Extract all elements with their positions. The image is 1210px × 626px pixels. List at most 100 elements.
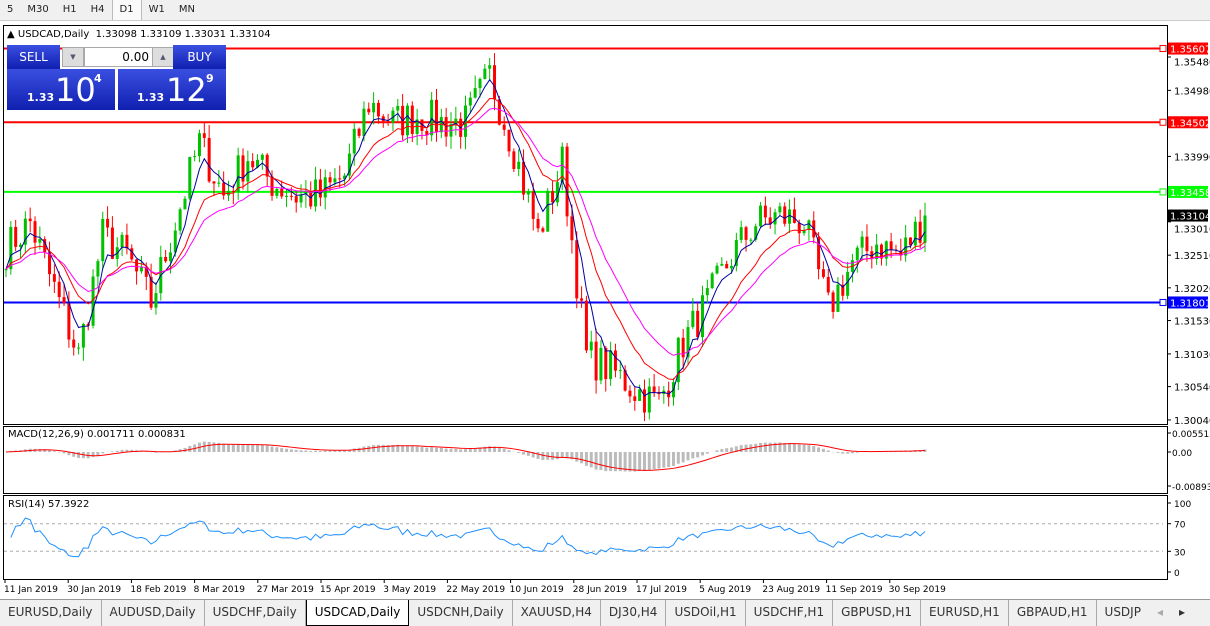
- chart-tab[interactable]: USDCHF,H1: [746, 600, 833, 626]
- date-tick-label: 5 Aug 2019: [699, 585, 751, 595]
- macd-histogram-bar: [696, 452, 699, 457]
- rsi-tick-label: 0: [1174, 569, 1180, 579]
- tab-scroll-right-icon[interactable]: ▸: [1171, 600, 1193, 626]
- candle-body: [628, 391, 631, 397]
- sell-price[interactable]: 1.33 10 4: [7, 69, 115, 110]
- volume-input[interactable]: 0.00: [84, 47, 153, 67]
- macd-histogram-bar: [677, 452, 680, 464]
- macd-histogram-bar: [672, 452, 675, 466]
- macd-histogram-bar: [551, 452, 554, 460]
- candle-body: [638, 389, 641, 401]
- macd-histogram-bar: [836, 452, 839, 453]
- chart-tab[interactable]: GBPAUD,H1: [1009, 600, 1097, 626]
- chart-tab[interactable]: EURUSD,Daily: [0, 600, 102, 626]
- macd-histogram-bar: [300, 450, 303, 452]
- candle-body: [154, 293, 157, 308]
- chart-tab[interactable]: XAUUSD,H4: [513, 600, 601, 626]
- candle-body: [740, 227, 743, 240]
- macd-histogram-bar: [256, 445, 259, 452]
- current-price-label: 1.33104: [1170, 212, 1210, 223]
- macd-histogram-bar: [372, 445, 375, 452]
- price-line-label: 1.34502: [1170, 118, 1210, 129]
- candle-body: [488, 65, 491, 68]
- chart-tab[interactable]: AUDUSD,Daily: [102, 600, 205, 626]
- chart-tab[interactable]: USDOil,H1: [666, 600, 745, 626]
- candle-body: [372, 103, 375, 112]
- rsi-tick-label: 100: [1174, 500, 1191, 510]
- candle-body: [846, 272, 849, 296]
- macd-histogram-bar: [232, 445, 235, 452]
- macd-histogram-bar: [585, 452, 588, 466]
- chart-tab[interactable]: DJ30,H4: [601, 600, 667, 626]
- macd-histogram-bar: [464, 449, 467, 452]
- macd-histogram-bar: [449, 449, 452, 452]
- line-handle: [1160, 189, 1166, 195]
- price-tick-label: 1.33010: [1174, 225, 1210, 236]
- macd-histogram-bar: [657, 452, 660, 469]
- volume-up-button[interactable]: ▲: [152, 47, 174, 67]
- macd-histogram-bar: [537, 452, 540, 459]
- candle-body: [251, 161, 254, 167]
- date-tick-label: 27 Mar 2019: [257, 585, 314, 595]
- macd-histogram-bar: [92, 452, 95, 457]
- macd-histogram-bar: [416, 446, 419, 452]
- date-tick-label: 11 Sep 2019: [826, 585, 883, 595]
- candle-body: [164, 257, 167, 261]
- candle-body: [778, 206, 781, 212]
- symbol-info: ▲ USDCAD,Daily 1.33098 1.33109 1.33031 1…: [7, 29, 271, 40]
- macd-histogram-bar: [740, 445, 743, 452]
- macd-histogram-bar: [624, 452, 627, 471]
- one-click-trading-panel: SELL ▼ 0.00 ▲ BUY 1.33 10 4 1.33 12 9: [7, 45, 226, 110]
- macd-histogram-bar: [764, 443, 767, 452]
- chart-tab[interactable]: USDJP: [1097, 600, 1149, 626]
- macd-histogram-bar: [290, 449, 293, 452]
- macd-histogram-bar: [309, 451, 312, 452]
- candle-body: [551, 191, 554, 202]
- candle-body: [309, 191, 312, 206]
- macd-histogram-bar: [237, 444, 240, 452]
- macd-histogram-bar: [730, 447, 733, 452]
- volume-down-button[interactable]: ▼: [62, 47, 84, 67]
- candle-body: [836, 285, 839, 312]
- candle-body: [266, 155, 269, 177]
- candle-body: [691, 311, 694, 327]
- chart-tab[interactable]: USDCNH,Daily: [409, 600, 512, 626]
- candle-body: [914, 222, 917, 246]
- macd-histogram-bar: [63, 452, 66, 453]
- chart-tab[interactable]: EURUSD,H1: [921, 600, 1009, 626]
- macd-histogram-bar: [798, 444, 801, 452]
- candle-body: [5, 269, 8, 270]
- candle-body: [198, 133, 201, 156]
- macd-histogram-bar: [716, 450, 719, 452]
- macd-histogram-bar: [329, 451, 332, 452]
- macd-histogram-bar: [96, 452, 99, 456]
- candle-body: [58, 282, 61, 297]
- macd-histogram-bar: [575, 452, 578, 462]
- chart-tab[interactable]: GBPUSD,H1: [833, 600, 921, 626]
- macd-histogram-bar: [382, 445, 385, 452]
- candle-body: [271, 177, 274, 196]
- chart-tabs: EURUSD,Daily AUDUSD,Daily USDCHF,Daily U…: [0, 599, 1210, 626]
- date-tick-label: 22 May 2019: [446, 585, 505, 595]
- macd-histogram-bar: [628, 452, 631, 472]
- macd-histogram-bar: [261, 445, 264, 452]
- candle-body: [924, 216, 927, 243]
- chart-tab[interactable]: USDCHF,Daily: [205, 600, 306, 626]
- candle-body: [827, 277, 830, 293]
- candle-body: [290, 196, 293, 197]
- candle-body: [619, 370, 622, 371]
- candle-body: [759, 206, 762, 227]
- candle-body: [67, 303, 70, 339]
- macd-histogram-bar: [788, 443, 791, 452]
- macd-histogram-bar: [720, 449, 723, 452]
- macd-histogram-bar: [454, 449, 457, 452]
- sell-button[interactable]: SELL: [7, 45, 60, 69]
- candle-body: [493, 65, 496, 99]
- candle-body: [774, 212, 777, 224]
- candle-body: [861, 237, 864, 248]
- chart-tab-active[interactable]: USDCAD,Daily: [306, 600, 410, 626]
- tab-scroll-left-icon[interactable]: ◂: [1149, 600, 1171, 626]
- buy-button-label[interactable]: BUY: [173, 45, 226, 69]
- macd-histogram-bar: [846, 452, 849, 454]
- buy-price[interactable]: 1.33 12 9: [118, 69, 226, 110]
